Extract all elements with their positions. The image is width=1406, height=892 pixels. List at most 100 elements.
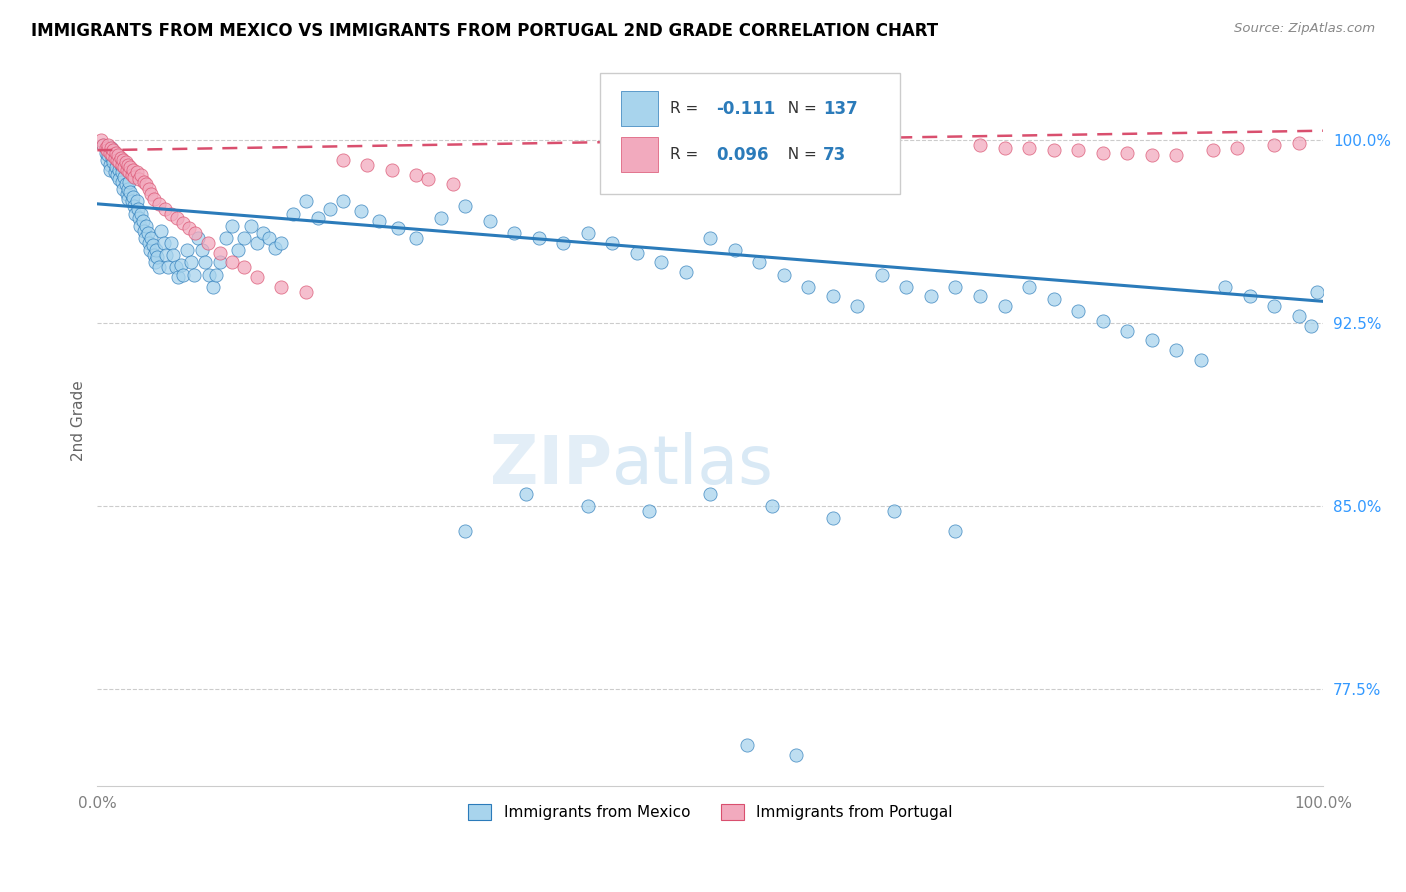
Y-axis label: 2nd Grade: 2nd Grade bbox=[72, 380, 86, 461]
Point bbox=[165, 260, 187, 275]
Point bbox=[132, 214, 155, 228]
FancyBboxPatch shape bbox=[621, 137, 658, 172]
Point bbox=[920, 289, 942, 303]
Text: N =: N = bbox=[778, 147, 821, 162]
Point bbox=[94, 145, 117, 160]
Point bbox=[1091, 145, 1114, 160]
Point bbox=[650, 255, 672, 269]
Point bbox=[115, 187, 138, 202]
Point bbox=[773, 268, 796, 282]
Point bbox=[1116, 324, 1139, 338]
Point bbox=[1263, 299, 1285, 313]
Point bbox=[1042, 292, 1064, 306]
Point bbox=[121, 168, 143, 182]
Point bbox=[107, 148, 129, 162]
Point bbox=[205, 268, 228, 282]
FancyBboxPatch shape bbox=[600, 73, 900, 194]
Point bbox=[122, 189, 145, 203]
Point bbox=[1042, 143, 1064, 157]
Point bbox=[821, 511, 844, 525]
Point bbox=[576, 499, 599, 513]
Point bbox=[112, 153, 135, 167]
Point bbox=[1226, 141, 1249, 155]
Point bbox=[143, 255, 166, 269]
Point bbox=[1288, 136, 1310, 150]
Point bbox=[176, 243, 198, 257]
Point bbox=[699, 133, 721, 147]
Point bbox=[600, 235, 623, 250]
Point bbox=[122, 199, 145, 213]
Point bbox=[117, 192, 139, 206]
Point bbox=[115, 162, 138, 177]
Point bbox=[120, 161, 142, 175]
Point bbox=[405, 231, 427, 245]
Point bbox=[108, 162, 131, 177]
Point bbox=[145, 243, 167, 257]
Point bbox=[172, 216, 194, 230]
Point bbox=[157, 260, 180, 275]
Point bbox=[179, 221, 201, 235]
Point bbox=[993, 299, 1015, 313]
Legend: Immigrants from Mexico, Immigrants from Portugal: Immigrants from Mexico, Immigrants from … bbox=[463, 798, 959, 826]
Text: R =: R = bbox=[669, 147, 703, 162]
Point bbox=[138, 182, 160, 196]
Point bbox=[152, 235, 174, 250]
Point bbox=[90, 133, 112, 147]
Point bbox=[139, 243, 162, 257]
Point bbox=[350, 204, 373, 219]
Point bbox=[112, 161, 135, 175]
Point bbox=[1263, 138, 1285, 153]
Text: R =: R = bbox=[669, 101, 703, 116]
Point bbox=[118, 165, 141, 179]
Point bbox=[103, 165, 125, 179]
Point bbox=[104, 148, 127, 162]
Point bbox=[945, 279, 967, 293]
Point bbox=[97, 138, 120, 153]
Point bbox=[246, 270, 269, 285]
Point bbox=[264, 241, 287, 255]
Point bbox=[454, 199, 477, 213]
Text: 137: 137 bbox=[823, 100, 858, 118]
Point bbox=[162, 248, 184, 262]
Point bbox=[112, 182, 135, 196]
Point bbox=[503, 226, 526, 240]
Point bbox=[101, 151, 124, 165]
Point bbox=[283, 206, 305, 220]
Point bbox=[110, 151, 132, 165]
Text: 73: 73 bbox=[823, 145, 846, 163]
Point bbox=[105, 153, 128, 167]
Point bbox=[294, 285, 316, 299]
Point bbox=[94, 141, 117, 155]
Point bbox=[270, 235, 292, 250]
Point bbox=[117, 158, 139, 172]
Point bbox=[773, 141, 796, 155]
Point bbox=[194, 255, 217, 269]
Point bbox=[870, 268, 893, 282]
Point bbox=[124, 206, 146, 220]
Point bbox=[134, 231, 156, 245]
Point bbox=[332, 194, 354, 209]
Text: -0.111: -0.111 bbox=[717, 100, 776, 118]
Point bbox=[859, 143, 882, 157]
Point bbox=[96, 143, 118, 157]
Point bbox=[454, 524, 477, 538]
Point bbox=[381, 162, 404, 177]
Point bbox=[257, 231, 280, 245]
Point bbox=[118, 175, 141, 189]
Point bbox=[993, 141, 1015, 155]
Point bbox=[150, 224, 173, 238]
Point bbox=[170, 258, 193, 272]
Point bbox=[187, 231, 209, 245]
Point bbox=[883, 504, 905, 518]
Point bbox=[103, 143, 125, 157]
Point bbox=[146, 251, 169, 265]
Point bbox=[1239, 289, 1261, 303]
Point bbox=[184, 226, 207, 240]
Point bbox=[239, 219, 262, 233]
Point bbox=[155, 248, 177, 262]
Point bbox=[93, 138, 115, 153]
Point bbox=[104, 161, 127, 175]
Point bbox=[785, 747, 807, 762]
Point bbox=[246, 235, 269, 250]
Point bbox=[125, 165, 148, 179]
